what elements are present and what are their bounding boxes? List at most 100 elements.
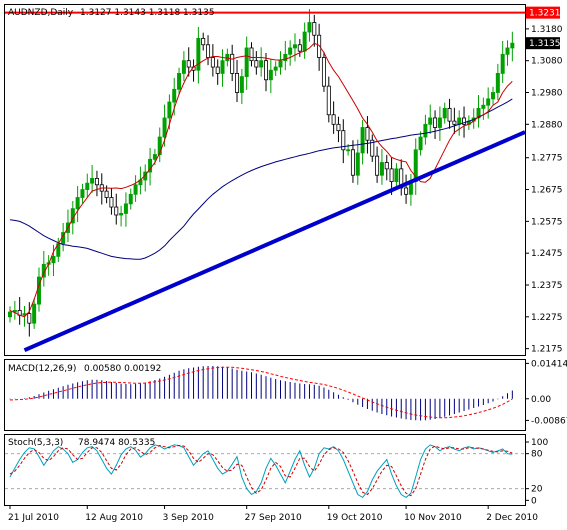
date-tick-label: 27 Sep 2010: [245, 513, 302, 523]
candle-body: [109, 197, 114, 208]
date-tick-label: 2 Dec 2010: [486, 513, 538, 523]
candle-body: [321, 57, 326, 87]
candle-body: [268, 69, 273, 81]
stoch-main-line: [9, 444, 513, 499]
price-tick-label: 1.2775: [531, 154, 563, 164]
candle-body: [172, 88, 177, 103]
candle-body: [500, 53, 505, 74]
candle-body: [157, 136, 162, 155]
candle-body: [206, 44, 211, 58]
candle-body: [283, 53, 288, 62]
candle-body: [119, 213, 124, 216]
candle-body: [302, 31, 307, 52]
date-tick-label: 12 Aug 2010: [85, 513, 143, 523]
resistance-label-box: [526, 6, 560, 19]
candle-body: [123, 203, 128, 214]
candle-body: [317, 34, 322, 58]
price-tick-label: 1.2275: [531, 313, 563, 323]
candle-body: [114, 206, 119, 216]
candle-body: [437, 117, 442, 128]
candle-body: [331, 114, 336, 125]
ma-fast-line: [9, 42, 513, 318]
candle-body: [94, 178, 99, 186]
candle-body: [350, 149, 355, 176]
candle-body: [375, 155, 380, 176]
candle-body: [423, 123, 428, 138]
candle-body: [510, 42, 515, 49]
macd-plot: [9, 366, 513, 421]
candle-body: [404, 187, 409, 195]
macd-axis: 0.01414 0.00 -0.00867: [525, 359, 567, 426]
candle-body: [292, 44, 297, 49]
candle-body: [254, 60, 259, 68]
candle-body: [442, 108, 447, 119]
candle-body: [326, 85, 331, 116]
price-symbol-label: AUDNZD,Daily: [8, 8, 74, 18]
candle-body: [75, 197, 80, 210]
date-tick-label: 21 Jul 2010: [8, 513, 59, 523]
candle-body: [51, 255, 56, 264]
candle-body: [336, 123, 341, 132]
candle-body: [505, 47, 510, 55]
stoch-axis: 100 80 200: [525, 438, 548, 506]
macd-tick-label: 0.00: [531, 395, 551, 405]
macd-tick-label: 0.01414: [531, 359, 567, 369]
candle-body: [297, 44, 302, 52]
resistance-label: 1.3231: [529, 9, 561, 19]
candle-body: [486, 98, 491, 106]
macd-label: MACD(12,26,9): [8, 364, 76, 374]
candle-body: [210, 57, 215, 68]
candle-body: [215, 66, 220, 74]
candle-body: [495, 73, 500, 93]
stoch-tick-label: 0: [531, 496, 537, 506]
candle-body: [389, 168, 394, 182]
price-axis: 1.3180 1.3080 1.2980 1.2880 1.2775 1.2675 1.25…: [525, 6, 563, 355]
macd-values: 0.00580 0.00192: [84, 364, 161, 374]
date-tick-label: 10 Nov 2010: [404, 513, 462, 523]
candle-body: [307, 22, 312, 33]
stoch-panel-frame: [4, 434, 526, 506]
price-tick-label: 1.2475: [531, 249, 563, 259]
candle-body: [341, 130, 346, 151]
current-price-box: [526, 37, 560, 50]
candle-body: [379, 162, 384, 176]
price-tick-label: 1.2375: [531, 281, 563, 291]
candle-body: [249, 47, 254, 62]
candle-body: [152, 154, 157, 160]
price-plot: [5, 9, 526, 353]
candle-body: [12, 310, 17, 313]
candle-body: [230, 53, 235, 74]
candle-body: [27, 313, 32, 324]
candle-body: [457, 117, 462, 125]
date-tick-label: 3 Sep 2010: [163, 513, 215, 523]
candle-body: [80, 189, 85, 198]
candle-body: [133, 184, 138, 195]
macd-panel-frame: [4, 359, 526, 431]
candle-body: [263, 60, 268, 81]
candle-body: [370, 139, 375, 157]
candle-body: [177, 73, 182, 90]
candle-body: [32, 303, 37, 324]
candle-body: [85, 182, 90, 190]
candle-body: [196, 38, 201, 71]
candle-body: [433, 117, 438, 128]
candle-body: [360, 127, 365, 154]
candle-body: [278, 60, 283, 68]
candle-body: [365, 127, 370, 141]
price-tick-label: 1.2880: [531, 120, 563, 130]
candle-body: [481, 104, 486, 109]
candle-body: [201, 38, 206, 46]
price-tick-label: 1.2175: [531, 345, 563, 355]
current-price-label: 1.3135: [529, 39, 561, 49]
date-axis: 21 Jul 2010 12 Aug 2010 3 Sep 2010 27 Sep 2…: [8, 505, 538, 523]
candle-body: [273, 66, 278, 71]
price-tick-label: 1.3080: [531, 57, 563, 67]
candle-body: [128, 193, 133, 205]
price-panel-frame: [4, 4, 526, 356]
candle-body: [384, 162, 389, 170]
macd-tick-label: -0.00867: [531, 416, 567, 426]
candle-body: [288, 47, 293, 55]
candle-body: [462, 117, 467, 125]
